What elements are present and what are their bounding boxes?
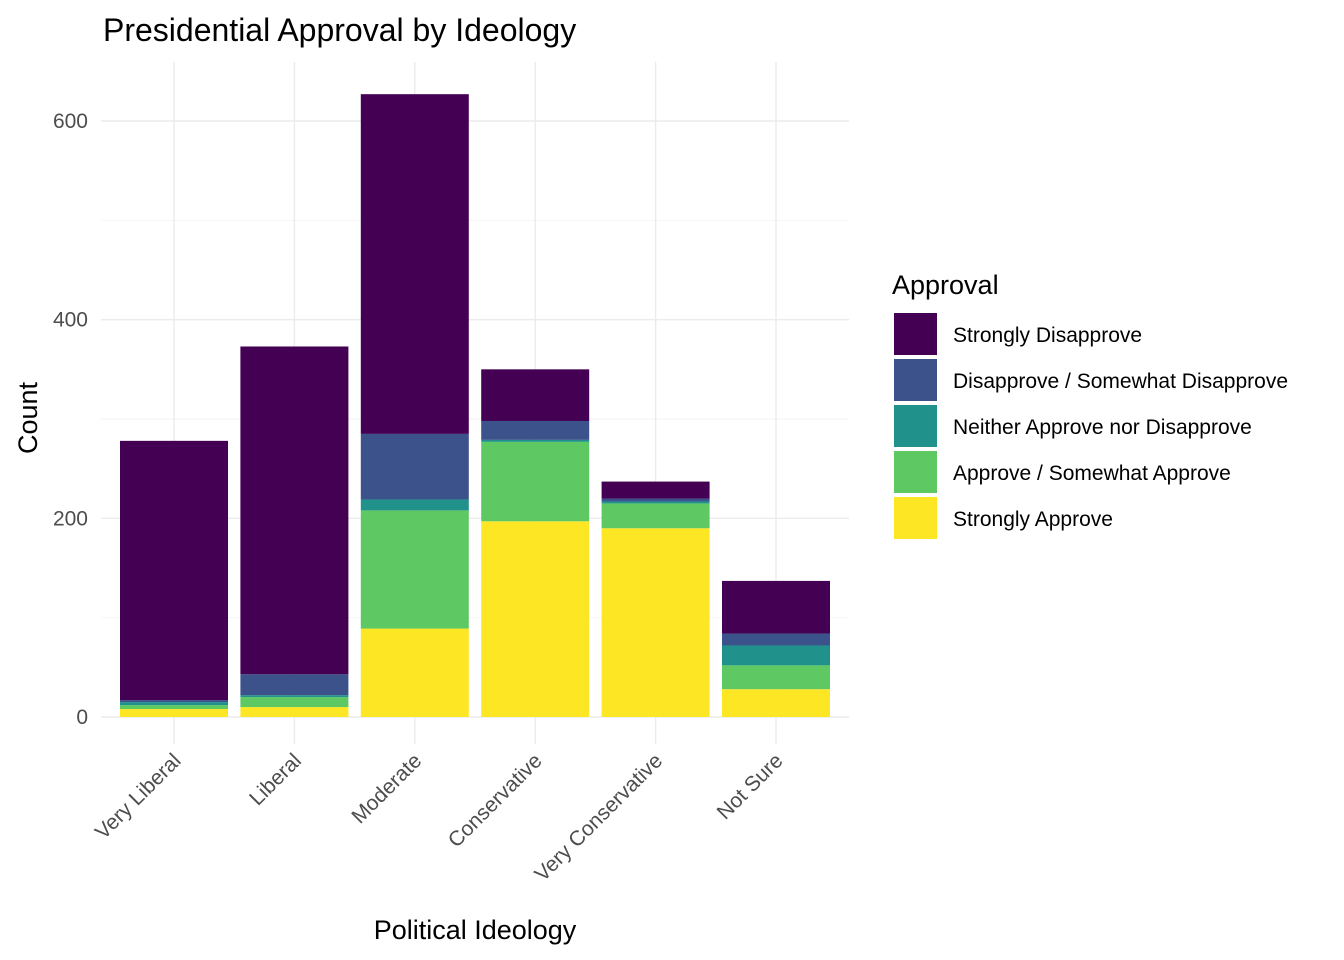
bar-segment-neither-approve-nor-disapprove — [481, 439, 590, 442]
legend-items: Strongly Disapprove Disapprove / Somewhat… — [894, 313, 1288, 539]
legend-title: Approval — [892, 270, 999, 300]
bar-segment-strongly-disapprove — [601, 481, 710, 499]
bar-segment-strongly-approve — [601, 528, 710, 717]
bar-segment-strongly-approve — [481, 521, 590, 717]
bar-segment-neither-approve-nor-disapprove — [360, 499, 469, 511]
legend-swatch-approve-somewhat-approve — [894, 451, 937, 493]
bar-segment-approve-somewhat-approve — [360, 510, 469, 629]
x-axis-ticks: Very Liberal Liberal Moderate ConservativeV… — [91, 749, 788, 886]
x-axis-title: Political Ideology — [374, 915, 577, 945]
bar-segment-strongly-approve — [120, 709, 228, 717]
x-tick-label: Very Conservative — [530, 749, 667, 886]
legend-swatch-strongly-approve — [894, 497, 937, 539]
x-tick-label: Conservative — [444, 749, 547, 852]
legend-swatch-disapprove-somewhat-disapprove — [894, 359, 937, 401]
x-tick-label: Moderate — [347, 749, 426, 828]
legend-label-neither-approve-nor-disapprove: Neither Approve nor Disapprove — [953, 416, 1252, 439]
bar-segment-strongly-approve — [360, 628, 469, 717]
y-tick-label: 200 — [53, 507, 88, 530]
bar-segment-strongly-approve — [240, 707, 349, 717]
legend-label-strongly-approve: Strongly Approve — [953, 508, 1113, 531]
legend: Approval Strongly Disapprove Disapprove /… — [892, 270, 1288, 539]
bar-segment-strongly-disapprove — [481, 369, 590, 421]
legend-swatch-strongly-disapprove — [894, 313, 937, 355]
chart-title: Presidential Approval by Ideology — [103, 12, 576, 48]
bar-segment-disapprove-somewhat-disapprove — [481, 420, 590, 440]
bar-segment-neither-approve-nor-disapprove — [240, 695, 349, 698]
x-tick-label: Very Liberal — [91, 749, 186, 844]
legend-label-disapprove-somewhat-disapprove: Disapprove / Somewhat Disapprove — [953, 370, 1288, 393]
legend-swatch-neither-approve-nor-disapprove — [894, 405, 937, 447]
bar-segment-neither-approve-nor-disapprove — [120, 702, 228, 706]
y-tick-label: 400 — [53, 309, 88, 332]
bar-segment-neither-approve-nor-disapprove — [722, 645, 830, 666]
bar-segment-approve-somewhat-approve — [120, 705, 228, 710]
bar-segment-disapprove-somewhat-disapprove — [360, 433, 469, 500]
bar-segment-disapprove-somewhat-disapprove — [240, 674, 349, 696]
y-tick-label: 0 — [76, 706, 88, 729]
legend-label-strongly-disapprove: Strongly Disapprove — [953, 324, 1142, 347]
bar-segment-disapprove-somewhat-disapprove — [120, 700, 228, 703]
bar-segment-strongly-disapprove — [722, 580, 830, 634]
y-tick-label: 600 — [53, 110, 88, 133]
bar-segment-approve-somewhat-approve — [481, 441, 590, 522]
bars — [120, 94, 830, 717]
bar-segment-strongly-disapprove — [240, 346, 349, 675]
bar-segment-approve-somewhat-approve — [240, 697, 349, 708]
y-axis-title: Count — [13, 381, 43, 454]
y-axis-ticks: 0 200 400 600 — [53, 110, 88, 729]
bar-segment-approve-somewhat-approve — [722, 665, 830, 690]
bar-segment-strongly-disapprove — [120, 440, 228, 701]
bar-segment-neither-approve-nor-disapprove — [601, 501, 710, 504]
legend-label-approve-somewhat-approve: Approve / Somewhat Approve — [953, 462, 1231, 485]
x-tick-label: Liberal — [245, 749, 306, 810]
bar-segment-strongly-disapprove — [360, 94, 469, 434]
x-tick-label: Not Sure — [713, 749, 788, 824]
bar-segment-approve-somewhat-approve — [601, 503, 710, 529]
bar-segment-strongly-approve — [722, 689, 830, 717]
bar-segment-disapprove-somewhat-disapprove — [601, 498, 710, 502]
bar-segment-disapprove-somewhat-disapprove — [722, 633, 830, 646]
